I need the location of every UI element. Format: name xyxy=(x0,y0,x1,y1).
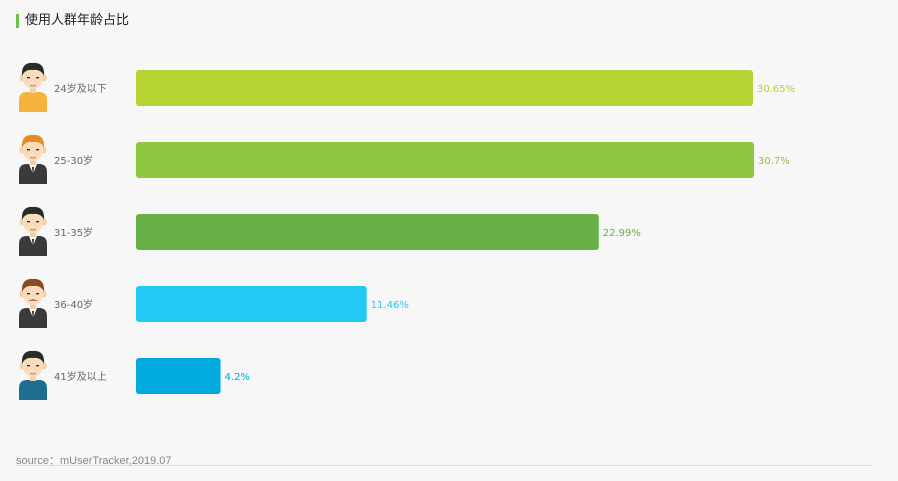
value-label: 22.99% xyxy=(603,228,641,239)
man-orange-hair-suit-avatar-icon xyxy=(19,134,47,184)
bar-row: 31-35岁 22.99% xyxy=(19,206,641,256)
bar xyxy=(136,142,754,178)
bar-row: 25-30岁 30.7% xyxy=(19,134,790,184)
chart-title-area: 使用人群年龄占比 xyxy=(16,13,129,29)
value-label: 4.2% xyxy=(225,372,250,383)
source-note: source：mUserTracker,2019.07 xyxy=(16,455,172,467)
bar xyxy=(136,214,599,250)
category-label: 41岁及以上 xyxy=(54,370,107,383)
chart-title: 使用人群年龄占比 xyxy=(25,13,130,28)
category-label: 25-30岁 xyxy=(54,154,93,167)
bar-row: 41岁及以上 4.2% xyxy=(19,350,250,400)
bar xyxy=(136,358,221,394)
category-label: 24岁及以下 xyxy=(54,82,107,95)
man-blue-shirt-avatar-icon xyxy=(19,350,47,400)
value-label: 11.46% xyxy=(371,300,409,311)
category-label: 31-35岁 xyxy=(54,226,93,239)
bar xyxy=(136,70,753,106)
bar-row: 36-40岁 11.46% xyxy=(19,278,409,328)
boy-yellow-shirt-avatar-icon xyxy=(19,62,47,112)
value-label: 30.7% xyxy=(758,156,790,167)
man-dark-suit-avatar-icon xyxy=(19,206,47,256)
footer-divider xyxy=(16,465,871,466)
title-accent-bar xyxy=(16,14,19,28)
category-label: 36-40岁 xyxy=(54,298,93,311)
value-label: 30.65% xyxy=(757,84,795,95)
bar-row: 24岁及以下 30.65% xyxy=(19,62,795,112)
man-mustache-suit-avatar-icon xyxy=(19,278,47,328)
bar xyxy=(136,286,367,322)
